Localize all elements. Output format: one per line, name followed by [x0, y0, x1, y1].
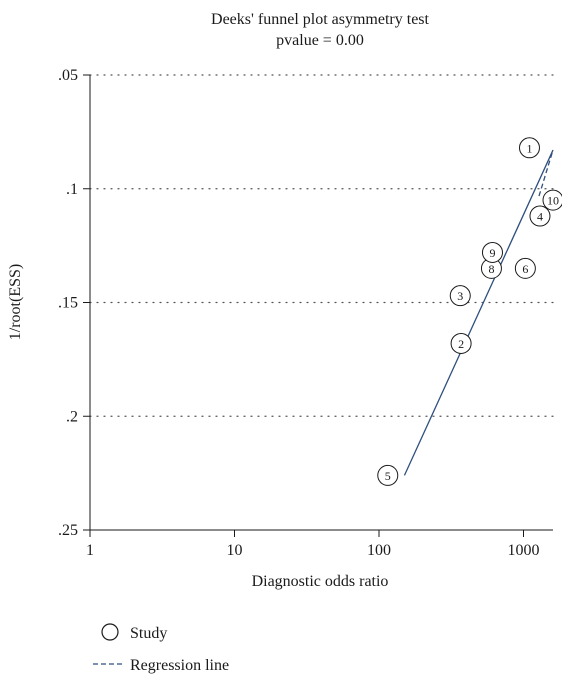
study-point-label: 6 [522, 262, 528, 276]
chart-subtitle: pvalue = 0.00 [276, 32, 364, 49]
study-point-label: 8 [488, 262, 494, 276]
study-point-marker [529, 205, 551, 227]
study-point-label: 9 [489, 246, 495, 260]
y-tick-label: .2 [66, 408, 78, 425]
grid-lines [89, 74, 554, 417]
legend: Study Regression line [93, 623, 229, 674]
study-point-label: 1 [526, 141, 532, 155]
legend-regression-line-label: Regression line [130, 657, 229, 674]
y-axis-label: 1/root(ESS) [7, 264, 24, 340]
study-point-marker [377, 464, 399, 486]
study-point-label: 10 [547, 194, 559, 208]
y-axis-ticks: .05 .1 .15 .2 .25 [58, 67, 90, 539]
study-point-label: 3 [457, 289, 463, 303]
y-tick-label: .15 [58, 295, 78, 312]
x-tick-label: 10 [227, 542, 243, 559]
regression-line-group [403, 149, 554, 476]
x-tick-label: 1 [86, 542, 94, 559]
regression-line-dashed-end [538, 149, 554, 197]
study-point-label: 2 [458, 337, 464, 351]
study-points: 1 2 3 4 5 6 8 9 10 [377, 137, 562, 486]
legend-study-label: Study [130, 625, 167, 642]
study-point-marker [449, 285, 471, 307]
y-tick-label: .05 [58, 67, 78, 84]
study-point-marker [450, 332, 472, 354]
study-point-marker [542, 189, 562, 211]
study-point-label: 4 [537, 210, 543, 224]
chart-title: Deeks' funnel plot asymmetry test [211, 11, 430, 28]
x-axis-label: Diagnostic odds ratio [252, 573, 389, 590]
study-point-marker [514, 257, 536, 279]
regression-line [403, 149, 554, 476]
study-point-marker [481, 241, 503, 263]
y-tick-label: .1 [66, 181, 78, 198]
x-tick-label: 100 [367, 542, 391, 559]
y-tick-label: .25 [58, 522, 78, 539]
study-point-marker [518, 137, 540, 159]
x-axis-ticks: 1 10 100 1000 [86, 530, 540, 559]
legend-study-marker [101, 623, 119, 641]
study-point-label: 5 [385, 469, 391, 483]
x-tick-label: 1000 [508, 542, 540, 559]
